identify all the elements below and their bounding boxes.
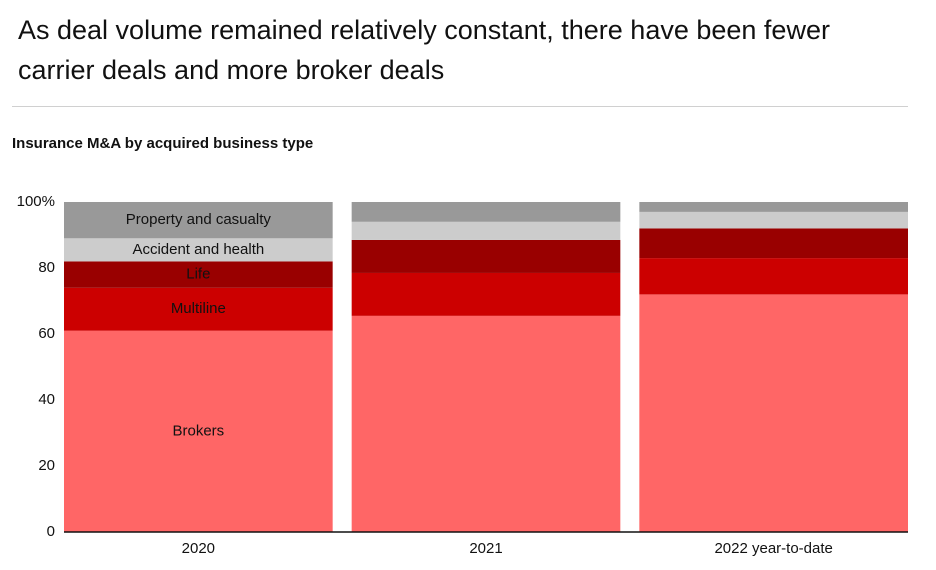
segment-label: Accident and health — [132, 241, 264, 258]
divider — [12, 106, 908, 107]
segment-label: Multiline — [171, 300, 226, 317]
segment-label: Life — [186, 266, 210, 283]
bar-segment — [64, 330, 333, 532]
x-tick-label: 2022 year-to-date — [714, 540, 832, 557]
chart-title: As deal volume remained relatively const… — [18, 15, 830, 85]
y-tick-label: 0 — [47, 523, 55, 540]
x-tick-label: 2020 — [182, 540, 215, 557]
y-tick-label: 80 — [38, 259, 55, 276]
bar-segment — [351, 239, 621, 273]
bar-segment — [639, 202, 908, 212]
bar-segment — [351, 272, 621, 316]
segment-label: Property and casualty — [126, 211, 272, 228]
y-tick-label: 40 — [38, 391, 55, 408]
bar-segment — [351, 202, 621, 222]
bar-segment — [351, 315, 621, 532]
bar-segment — [64, 202, 333, 239]
y-tick-label: 20 — [38, 457, 55, 474]
y-tick-label: 100% — [17, 193, 55, 210]
bar-segment — [64, 261, 333, 288]
x-tick-label: 2021 — [469, 540, 502, 557]
chart-subtitle: Insurance M&A by acquired business type — [12, 135, 313, 152]
bar-segment — [639, 211, 908, 229]
bar-segment — [639, 228, 908, 259]
bar-segment — [351, 221, 621, 240]
bar-segment — [64, 238, 333, 262]
bar-segment — [64, 287, 333, 331]
bar-segment — [639, 294, 908, 532]
bar-segment — [639, 258, 908, 295]
segment-label: Brokers — [172, 422, 224, 439]
y-tick-label: 60 — [38, 325, 55, 342]
